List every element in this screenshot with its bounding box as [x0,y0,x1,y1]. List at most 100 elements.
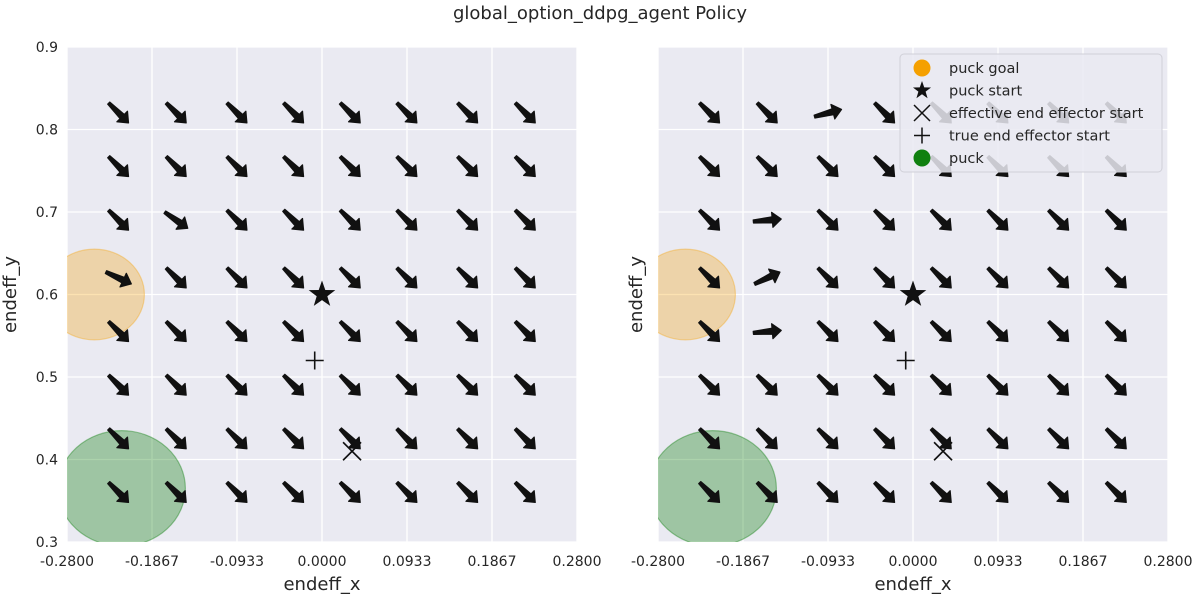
policy-arrow [164,101,187,124]
policy-arrow [873,480,896,503]
policy-arrow [456,373,479,396]
policy-arrow [698,427,721,450]
policy-arrow [1047,208,1070,231]
policy-arrow [107,320,130,343]
policy-arrow [513,373,536,396]
true-end-effector-start-marker [896,351,915,370]
policy-arrow [513,208,536,231]
policy-arrow [755,155,778,178]
policy-arrow [164,373,187,396]
policy-arrow [513,155,536,178]
policy-arrow [816,480,839,503]
policy-arrow [456,208,479,231]
puck-start-marker [308,280,336,306]
policy-arrow [395,373,418,396]
policy-arrow [698,155,721,178]
policy-arrow [456,101,479,124]
puck-region [658,430,777,542]
y-tick-label: 0.3 [36,535,58,551]
policy-arrow [816,320,839,343]
policy-arrow [873,266,896,289]
policy-arrow [873,373,896,396]
legend-star-icon [912,81,932,99]
policy-arrow [816,427,839,450]
y-tick-label: 0.9 [36,40,58,56]
policy-arrow [282,101,305,124]
x-tick-label: -0.0933 [801,554,855,570]
x-tick-label: -0.2800 [631,554,685,570]
puck-region [67,430,186,542]
policy-arrow [513,427,536,450]
x-tick-label: -0.0933 [210,554,264,570]
policy-arrow [873,101,896,124]
policy-arrow [513,101,536,124]
policy-arrow [873,155,896,178]
x-tick-label: -0.1867 [125,554,179,570]
legend-label: puck goal [949,61,1019,77]
policy-arrow [513,266,536,289]
policy-arrow [513,320,536,343]
policy-arrow [107,427,130,450]
x-tick-label: 0.2800 [553,554,602,570]
policy-arrow [929,208,952,231]
policy-arrow [1104,427,1127,450]
policy-arrow [929,320,952,343]
policy-arrow [755,101,778,124]
policy-arrow [698,373,721,396]
policy-arrow [986,208,1009,231]
policy-arrow [225,320,248,343]
policy-arrow [163,210,189,230]
policy-arrow [225,101,248,124]
policy-arrow [986,427,1009,450]
policy-arrow [225,480,248,503]
legend-label: effective end effector start [949,106,1144,122]
policy-arrow [813,103,843,120]
policy-arrow [986,373,1009,396]
policy-arrow [395,427,418,450]
y-tick-label: 0.7 [36,205,58,221]
effective-end-effector-start-marker [342,441,362,461]
policy-arrow [986,480,1009,503]
policy-arrow [225,373,248,396]
policy-arrow [338,480,361,503]
policy-arrow [225,266,248,289]
x-axis-label: endeff_x [874,574,951,595]
policy-arrow [164,155,187,178]
legend-puck-icon [913,149,931,167]
policy-arrow [225,155,248,178]
legend: puck goal puck start effective end effecto… [899,53,1163,173]
policy-arrow [164,480,187,503]
legend-item: puck goal [913,59,1019,77]
policy-arrow [395,320,418,343]
y-axis-label: endeff_y [626,256,647,333]
policy-arrow [752,211,782,228]
policy-arrow [338,208,361,231]
policy-arrow [753,268,781,286]
legend-box [899,53,1163,173]
policy-arrow [513,480,536,503]
chart-panel-right: -0.2800 -0.1867 -0.0933 0.0000 0.0933 0.1867 0… [626,46,1193,595]
policy-arrow [282,155,305,178]
policy-arrow [1104,320,1127,343]
x-tick-label: 0.1867 [1059,554,1108,570]
legend-label: puck [949,151,984,167]
legend-item: puck start [912,81,1022,100]
policy-arrow [456,266,479,289]
x-tick-label: 0.1867 [468,554,517,570]
policy-arrow [395,208,418,231]
y-tick-label: 0.8 [36,123,58,139]
policy-arrow [816,155,839,178]
policy-arrow [338,266,361,289]
policy-arrow [1047,320,1070,343]
puck-goal-region [67,248,145,341]
region-layer [67,248,186,542]
policy-arrow [395,155,418,178]
policy-arrow [225,427,248,450]
legend-plus-icon [914,127,930,144]
puck-start-marker [899,280,927,306]
policy-arrow [107,480,130,503]
policy-arrow [698,480,721,503]
legend-goal-icon [913,59,931,77]
x-tick-label: 0.0933 [974,554,1023,570]
